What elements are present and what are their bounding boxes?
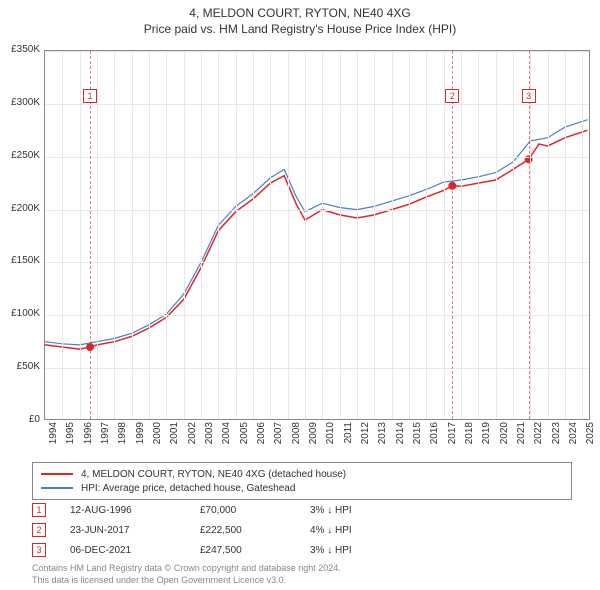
x-tick-label: 2017 — [447, 422, 458, 452]
transaction-marker: 1 — [32, 503, 46, 517]
chart-plot-area: 1 2 3 — [44, 50, 590, 420]
legend-item: HPI: Average price, detached house, Gate… — [41, 481, 563, 495]
x-tick-label: 1998 — [117, 422, 128, 452]
transaction-diff: 4% ↓ HPI — [310, 525, 400, 536]
chart-title-subtitle: Price paid vs. HM Land Registry's House … — [0, 22, 600, 36]
x-tick-label: 2009 — [308, 422, 319, 452]
down-arrow-icon: ↓ — [327, 545, 332, 556]
x-tick-label: 1995 — [65, 422, 76, 452]
transaction-diff: 3% ↓ HPI — [310, 505, 400, 516]
y-tick-label: £200K — [0, 203, 40, 214]
transaction-diff: 3% ↓ HPI — [310, 545, 400, 556]
legend-label: 4, MELDON COURT, RYTON, NE40 4XG (detach… — [81, 469, 346, 480]
x-tick-label: 2005 — [239, 422, 250, 452]
x-tick-label: 2008 — [291, 422, 302, 452]
x-tick-label: 2023 — [551, 422, 562, 452]
legend-swatch — [41, 487, 73, 489]
x-tick-label: 2021 — [516, 422, 527, 452]
y-tick-label: £250K — [0, 150, 40, 161]
x-tick-label: 2010 — [325, 422, 336, 452]
transaction-date: 06-DEC-2021 — [70, 545, 200, 556]
legend-swatch — [41, 473, 73, 475]
x-tick-label: 2024 — [568, 422, 579, 452]
x-tick-label: 1997 — [100, 422, 111, 452]
legend: 4, MELDON COURT, RYTON, NE40 4XG (detach… — [32, 462, 572, 500]
transaction-date: 12-AUG-1996 — [70, 505, 200, 516]
x-tick-label: 2011 — [343, 422, 354, 452]
transaction-price: £247,500 — [200, 545, 310, 556]
x-tick-label: 1999 — [135, 422, 146, 452]
event-marker-box: 1 — [83, 89, 97, 103]
x-tick-label: 2019 — [481, 422, 492, 452]
x-tick-label: 2025 — [585, 422, 596, 452]
transaction-marker: 3 — [32, 543, 46, 557]
y-tick-label: £0 — [0, 414, 40, 425]
x-tick-label: 2016 — [429, 422, 440, 452]
event-marker-box: 3 — [522, 89, 536, 103]
x-tick-label: 2015 — [412, 422, 423, 452]
x-tick-label: 2022 — [533, 422, 544, 452]
x-tick-label: 2007 — [273, 422, 284, 452]
y-tick-label: £350K — [0, 44, 40, 55]
x-tick-label: 2020 — [499, 422, 510, 452]
y-tick-label: £300K — [0, 97, 40, 108]
transaction-price: £222,500 — [200, 525, 310, 536]
y-tick-label: £100K — [0, 308, 40, 319]
x-tick-label: 1996 — [83, 422, 94, 452]
attribution-text: Contains HM Land Registry data © Crown c… — [32, 562, 341, 586]
x-tick-label: 2002 — [187, 422, 198, 452]
transactions-table: 1 12-AUG-1996 £70,000 3% ↓ HPI 2 23-JUN-… — [32, 500, 400, 560]
down-arrow-icon: ↓ — [327, 505, 332, 516]
transaction-price: £70,000 — [200, 505, 310, 516]
x-tick-label: 2000 — [152, 422, 163, 452]
transaction-row: 2 23-JUN-2017 £222,500 4% ↓ HPI — [32, 520, 400, 540]
y-tick-label: £150K — [0, 255, 40, 266]
x-tick-label: 2014 — [395, 422, 406, 452]
transaction-row: 3 06-DEC-2021 £247,500 3% ↓ HPI — [32, 540, 400, 560]
legend-item: 4, MELDON COURT, RYTON, NE40 4XG (detach… — [41, 467, 563, 481]
chart-svg — [45, 51, 591, 421]
transaction-date: 23-JUN-2017 — [70, 525, 200, 536]
x-tick-label: 2006 — [256, 422, 267, 452]
event-marker-box: 2 — [445, 89, 459, 103]
x-tick-label: 1994 — [48, 422, 59, 452]
x-tick-label: 2013 — [377, 422, 388, 452]
x-tick-label: 2018 — [464, 422, 475, 452]
x-tick-label: 2004 — [221, 422, 232, 452]
x-tick-label: 2012 — [360, 422, 371, 452]
legend-label: HPI: Average price, detached house, Gate… — [81, 483, 295, 494]
x-tick-label: 2001 — [169, 422, 180, 452]
transaction-marker: 2 — [32, 523, 46, 537]
down-arrow-icon: ↓ — [327, 525, 332, 536]
transaction-row: 1 12-AUG-1996 £70,000 3% ↓ HPI — [32, 500, 400, 520]
x-tick-label: 2003 — [204, 422, 215, 452]
y-tick-label: £50K — [0, 361, 40, 372]
chart-title-address: 4, MELDON COURT, RYTON, NE40 4XG — [0, 6, 600, 20]
